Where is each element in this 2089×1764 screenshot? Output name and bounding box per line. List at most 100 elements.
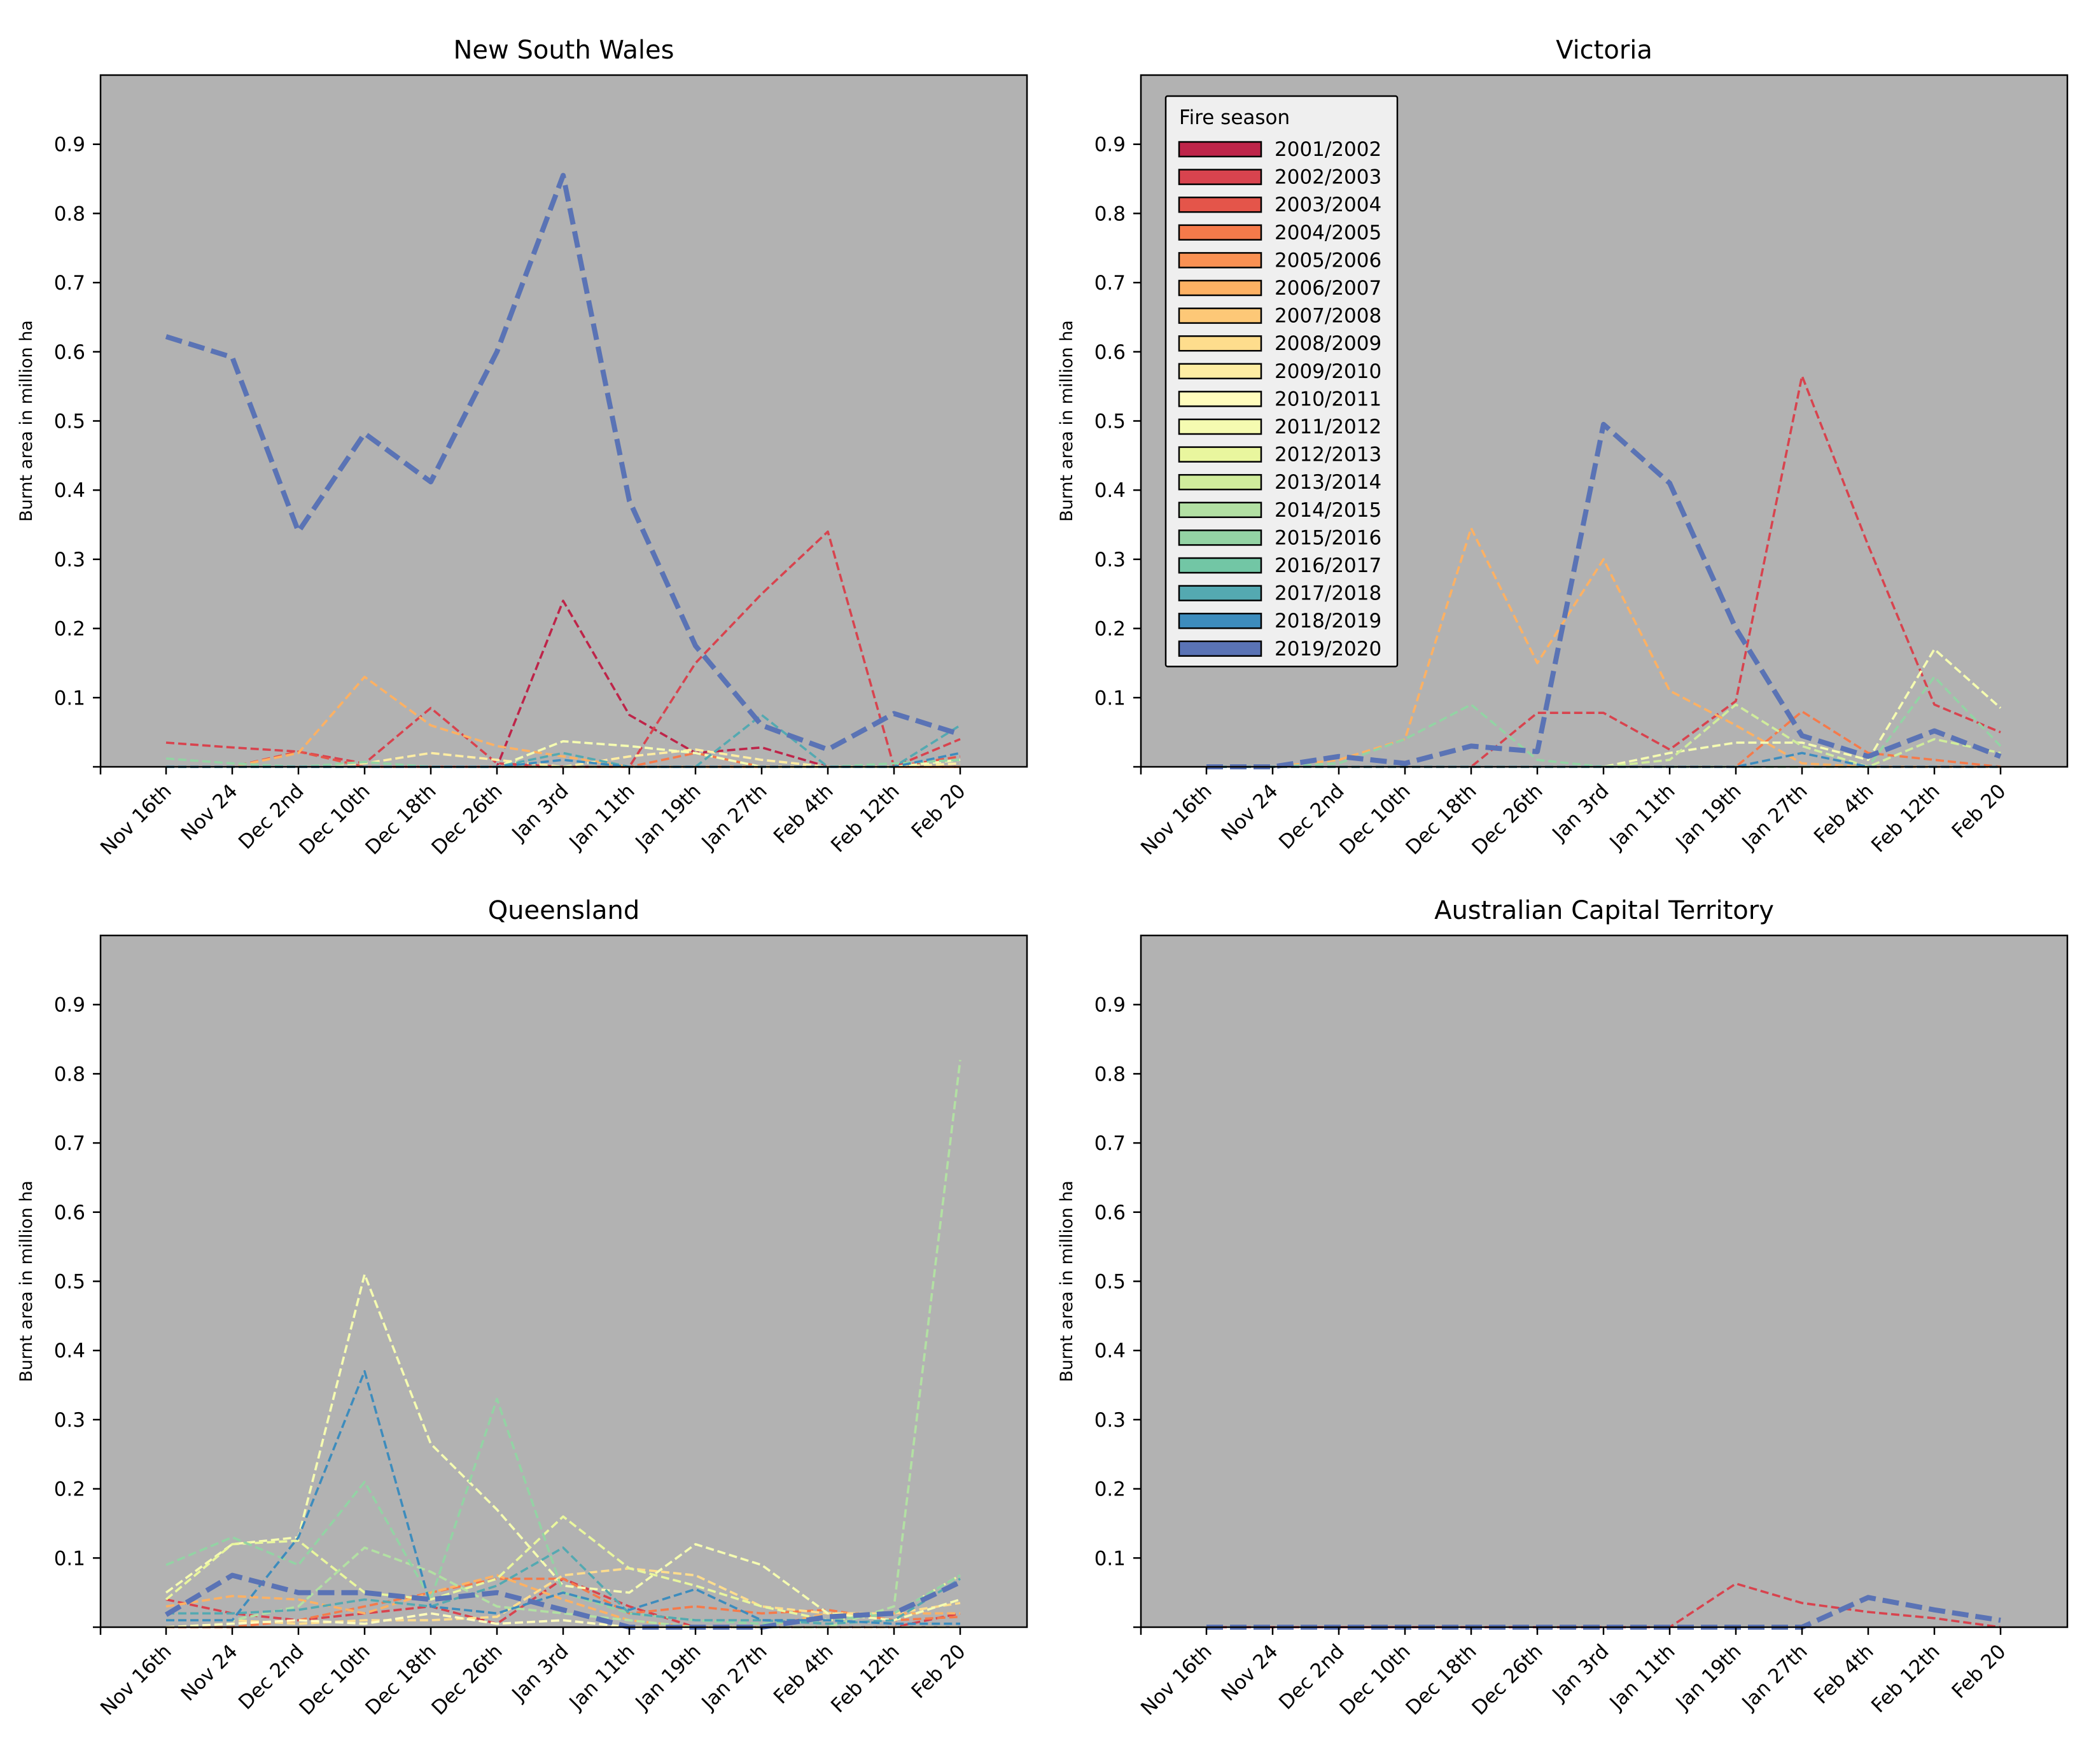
- y-tick-label-victoria: 0.5: [1094, 410, 1126, 433]
- y-tick-label-victoria: 0.1: [1094, 687, 1126, 710]
- series-line-2002-2003-australian-capital-territory: [1206, 1582, 2001, 1628]
- y-tick-label-australian-capital-territory: 0.9: [1094, 994, 1126, 1017]
- y-tick-label-new-south-wales: 0.1: [54, 687, 85, 710]
- series-group-queensland: [164, 1060, 961, 1630]
- legend-label-2008-2009: 2008/2009: [1275, 332, 1381, 355]
- y-tick-label-victoria: 0.7: [1094, 272, 1126, 295]
- legend-label-2009-2010: 2009/2010: [1275, 360, 1381, 383]
- y-tick-label-queensland: 0.8: [54, 1063, 85, 1086]
- legend-label-2002-2003: 2002/2003: [1275, 166, 1381, 189]
- y-tick-label-new-south-wales: 0.7: [54, 272, 85, 295]
- legend-label-2001-2002: 2001/2002: [1275, 138, 1381, 161]
- legend-swatch-2015-2016: [1178, 529, 1262, 546]
- legend-label-2010-2011: 2010/2011: [1275, 388, 1381, 410]
- series-line-2019-2020-victoria: [1206, 421, 2002, 769]
- legend-swatch-2005-2006: [1178, 252, 1262, 269]
- series-line-2019-2020-queensland: [164, 1572, 961, 1630]
- legend-label-2003-2004: 2003/2004: [1275, 193, 1381, 216]
- legend-label-2015-2016: 2015/2016: [1275, 526, 1381, 549]
- legend-swatch-2017-2018: [1178, 585, 1262, 601]
- series-line-2004-2005-victoria: [1206, 710, 2001, 768]
- series-line-2014-2015-queensland: [166, 1060, 961, 1628]
- y-tick-label-queensland: 0.2: [54, 1478, 85, 1501]
- y-tick-label-victoria: 0.9: [1094, 134, 1126, 157]
- legend-swatch-2011-2012: [1178, 418, 1262, 435]
- y-tick-label-new-south-wales: 0.5: [54, 410, 85, 433]
- y-tick-label-australian-capital-territory: 0.7: [1094, 1132, 1126, 1155]
- y-tick-label-new-south-wales: 0.8: [54, 202, 85, 225]
- y-tick-label-new-south-wales: 0.6: [54, 341, 85, 364]
- legend-swatch-2002-2003: [1178, 169, 1262, 185]
- legend-label-2017-2018: 2017/2018: [1275, 582, 1381, 605]
- y-tick-label-australian-capital-territory: 0.8: [1094, 1063, 1126, 1086]
- plot-area-australian-capital-territory: [1141, 935, 2067, 1627]
- series-line-2004-2005-queensland: [166, 1578, 961, 1628]
- y-axis-label-queensland: Burnt area in million ha: [17, 1180, 36, 1382]
- y-tick-label-new-south-wales: 0.2: [54, 618, 85, 641]
- y-tick-label-queensland: 0.9: [54, 994, 85, 1017]
- y-tick-label-queensland: 0.1: [54, 1547, 85, 1570]
- legend-swatch-2018-2019: [1178, 612, 1262, 629]
- y-tick-label-queensland: 0.7: [54, 1132, 85, 1155]
- y-tick-label-queensland: 0.4: [54, 1340, 85, 1362]
- legend-swatch-2019-2020: [1178, 640, 1262, 657]
- legend-label-2012-2013: 2012/2013: [1275, 444, 1381, 466]
- legend-swatch-2010-2011: [1178, 391, 1262, 407]
- panel-title-queensland: Queensland: [488, 896, 640, 925]
- y-tick-label-australian-capital-territory: 0.2: [1094, 1478, 1126, 1501]
- legend-swatch-2004-2005: [1178, 224, 1262, 241]
- y-tick-label-victoria: 0.2: [1094, 618, 1126, 641]
- y-tick-label-victoria: 0.8: [1094, 202, 1126, 225]
- y-tick-label-queensland: 0.6: [54, 1201, 85, 1224]
- series-line-2010-2011-queensland: [165, 1612, 960, 1628]
- y-tick-label-victoria: 0.3: [1094, 549, 1126, 571]
- legend-label-2011-2012: 2011/2012: [1275, 416, 1381, 438]
- plot-area-queensland: [101, 935, 1027, 1627]
- legend-swatch-2012-2013: [1178, 446, 1262, 463]
- y-tick-label-australian-capital-territory: 0.6: [1094, 1201, 1126, 1224]
- legend-swatch-2006-2007: [1178, 279, 1262, 297]
- legend-swatch-2013-2014: [1178, 473, 1262, 491]
- legend-swatch-2003-2004: [1178, 196, 1262, 213]
- panel-title-new-south-wales: New South Wales: [454, 36, 674, 65]
- y-tick-label-new-south-wales: 0.3: [54, 549, 85, 571]
- legend-label-2006-2007: 2006/2007: [1275, 277, 1381, 300]
- series-line-2011-2012-victoria: [1206, 648, 2002, 768]
- legend-title: Fire season: [1179, 106, 1290, 129]
- legend-label-2016-2017: 2016/2017: [1275, 554, 1381, 577]
- series-line-2017-2018-queensland: [166, 1546, 961, 1625]
- legend-swatch-2016-2017: [1178, 557, 1262, 574]
- y-axis-label-new-south-wales: Burnt area in million ha: [17, 320, 36, 522]
- y-tick-label-queensland: 0.3: [54, 1409, 85, 1432]
- y-tick-label-queensland: 0.5: [54, 1271, 85, 1294]
- legend-label-2018-2019: 2018/2019: [1275, 610, 1381, 633]
- series-line-2002-2003-victoria: [1206, 374, 2001, 768]
- y-tick-label-australian-capital-territory: 0.3: [1094, 1409, 1126, 1432]
- legend-label-2014-2015: 2014/2015: [1275, 499, 1381, 522]
- y-tick-label-australian-capital-territory: 0.5: [1094, 1271, 1126, 1294]
- y-tick-label-victoria: 0.4: [1094, 479, 1126, 502]
- legend: Fire season 2001/2002 2002/2003 2003/2004 2…: [1164, 95, 1399, 668]
- y-tick-label-new-south-wales: 0.9: [54, 134, 85, 157]
- series-line-2006-2007-victoria: [1206, 527, 2001, 768]
- y-axis-label-victoria: Burnt area in million ha: [1057, 320, 1077, 522]
- legend-swatch-2007-2008: [1178, 307, 1262, 324]
- legend-label-2004-2005: 2004/2005: [1275, 221, 1381, 244]
- series-line-2019-2020-new-south-wales: [165, 172, 961, 752]
- series-line-2018-2019-queensland: [166, 1370, 960, 1625]
- legend-label-2005-2006: 2005/2006: [1275, 249, 1381, 272]
- legend-label-2013-2014: 2013/2014: [1275, 471, 1381, 494]
- legend-swatch-2009-2010: [1178, 363, 1262, 380]
- legend-label-2007-2008: 2007/2008: [1275, 305, 1381, 328]
- panel-title-victoria: Victoria: [1556, 36, 1652, 65]
- y-axis-label-australian-capital-territory: Burnt area in million ha: [1057, 1180, 1077, 1382]
- y-tick-label-victoria: 0.6: [1094, 341, 1126, 364]
- y-tick-label-australian-capital-territory: 0.4: [1094, 1340, 1126, 1362]
- legend-swatch-2001-2002: [1178, 141, 1262, 158]
- legend-swatch-2014-2015: [1178, 501, 1262, 519]
- legend-label-2019-2020: 2019/2020: [1275, 638, 1381, 661]
- y-tick-label-new-south-wales: 0.4: [54, 479, 85, 502]
